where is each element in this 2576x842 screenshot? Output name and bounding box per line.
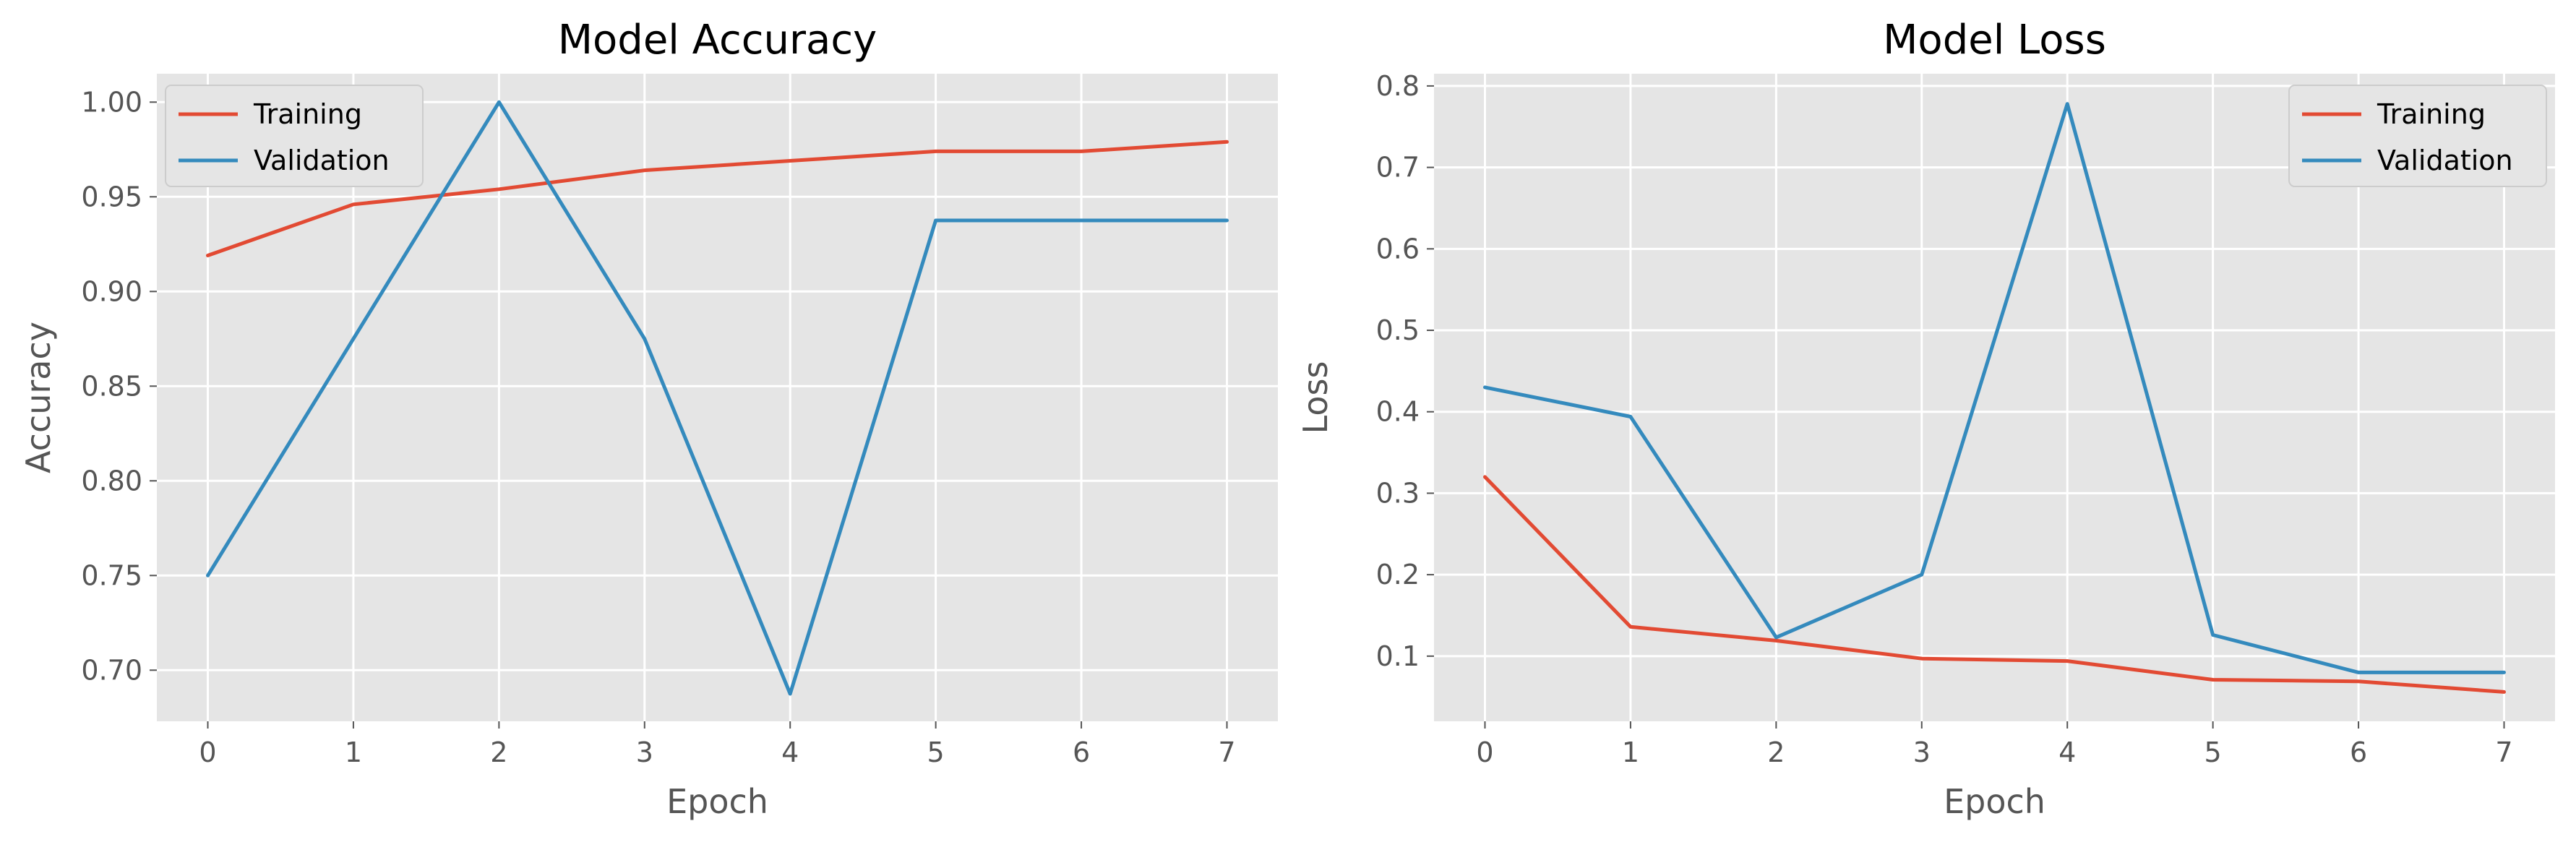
chart-title: Model Accuracy	[558, 17, 877, 64]
x-axis-label: Epoch	[666, 782, 768, 821]
x-tick-label: 4	[781, 736, 799, 768]
x-tick-label: 2	[490, 736, 507, 768]
y-tick-label: 0.1	[1376, 640, 1420, 672]
legend-label-validation: Validation	[2377, 145, 2513, 176]
legend-label-training: Training	[2377, 98, 2486, 130]
y-tick-label: 0.4	[1376, 396, 1420, 428]
x-tick-label: 3	[1913, 736, 1931, 768]
x-tick-label: 6	[2350, 736, 2367, 768]
x-tick-label: 5	[927, 736, 945, 768]
accuracy-chart: 0 1 2 3 4 5 6 7 0.70 0.75 0.80 0.85 0.90 0.95 1.00 Mode…	[19, 17, 1278, 821]
y-tick-label: 0.85	[81, 370, 142, 402]
legend: Training Validation	[2288, 85, 2547, 187]
y-tick-label: 0.2	[1376, 559, 1420, 590]
x-tick-label: 1	[345, 736, 362, 768]
y-tick-label: 0.6	[1376, 233, 1420, 265]
y-tick-label: 0.7	[1376, 152, 1420, 184]
x-axis-label: Epoch	[1944, 782, 2045, 821]
y-tick-label: 0.3	[1376, 477, 1420, 509]
y-tick-label: 0.5	[1376, 314, 1420, 346]
chart-title: Model Loss	[1883, 17, 2106, 64]
series-line-validation	[1483, 102, 2506, 674]
x-tick-label: 0	[199, 736, 216, 768]
y-tick-label: 0.70	[81, 654, 142, 686]
y-tick-label: 0.90	[81, 275, 142, 307]
series-line-training	[206, 139, 1229, 257]
x-tick-label: 2	[1767, 736, 1785, 768]
x-tick-label: 5	[2204, 736, 2222, 768]
legend-label-validation: Validation	[254, 145, 390, 176]
y-tick-label: 0.95	[81, 181, 142, 212]
x-tick-label: 7	[2495, 736, 2512, 768]
y-tick-label: 0.75	[81, 559, 142, 591]
legend: Training Validation	[165, 85, 424, 187]
loss-chart: 0 1 2 3 4 5 6 7 0.1 0.2 0.3 0.4 0.5 0.6 0.7 0.8 Model Lo…	[1296, 17, 2555, 821]
x-tick-label: 3	[636, 736, 653, 768]
y-axis-label: Loss	[1296, 361, 1335, 434]
x-tick-label: 0	[1476, 736, 1493, 768]
y-tick-label: 0.80	[81, 465, 142, 497]
series-line-training	[1483, 475, 2506, 694]
y-tick-label: 1.00	[81, 86, 142, 118]
legend-label-training: Training	[253, 98, 362, 130]
x-tick-label: 7	[1218, 736, 1235, 768]
y-tick-label: 0.8	[1376, 70, 1420, 102]
x-tick-label: 6	[1073, 736, 1090, 768]
x-tick-label: 4	[2058, 736, 2076, 768]
x-tick-label: 1	[1622, 736, 1639, 768]
y-axis-label: Accuracy	[19, 322, 58, 473]
series-line-validation	[206, 100, 1229, 696]
